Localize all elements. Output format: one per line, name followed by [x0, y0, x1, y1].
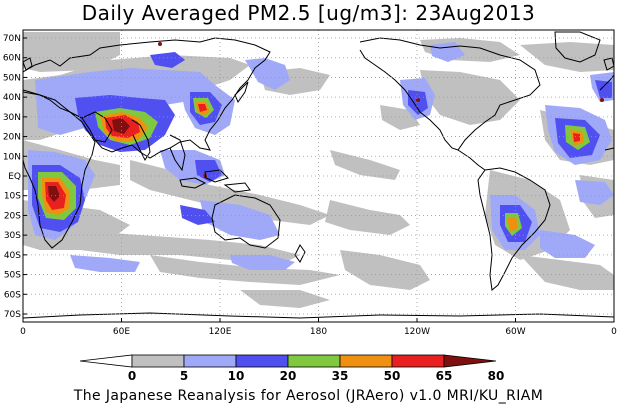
colorbar-label: 0: [128, 369, 136, 383]
lon-label: 60E: [113, 327, 130, 337]
credit-line: The Japanese Reanalysis for Aerosol (JRA…: [73, 388, 544, 404]
colorbar-label: 10: [228, 369, 245, 383]
lat-label: 50S: [4, 271, 21, 281]
lat-label: 70N: [3, 34, 21, 44]
lon-label: 180: [310, 327, 327, 337]
lat-label: 60S: [4, 290, 21, 300]
lat-label: 40S: [4, 251, 21, 261]
colorbar-label: 20: [280, 369, 297, 383]
longitude-labels: 0 60E 120E 180 120W 60W 0: [20, 318, 617, 337]
colorbar-segment: [443, 354, 497, 368]
colorbar-labels: 0 5 10 20 35 50 65 80: [128, 369, 505, 383]
colorbar-segment: [339, 354, 393, 368]
colorbar-segment: [287, 354, 341, 368]
colorbar-segment: [391, 354, 445, 368]
graticule: [23, 30, 614, 322]
lon-label: 120W: [404, 327, 430, 337]
lon-label: 60W: [505, 327, 525, 337]
lat-label: EQ: [8, 172, 21, 182]
lat-label: 10N: [3, 152, 21, 162]
coastlines: [23, 31, 614, 319]
latitude-labels: 70N 60N 50N 40N 30N 20N 10N EQ 10S 20S 30S 40S 50S 60…: [3, 34, 27, 320]
lon-label: 0: [20, 327, 26, 337]
colorbar-segment: [183, 354, 237, 368]
map-title: Daily Averaged PM2.5 [ug/m3]: 23Aug2013: [81, 1, 536, 25]
lon-label: 0: [611, 327, 617, 337]
colorbar-label: 65: [436, 369, 453, 383]
colorbar-segment: [131, 354, 185, 368]
colorbar-label: 35: [332, 369, 349, 383]
pm25-band-80-plus: [48, 42, 604, 202]
lat-label: 40N: [3, 93, 21, 103]
lat-label: 20S: [4, 211, 21, 221]
colorbar-label: 80: [488, 369, 505, 383]
colorbar-label: 5: [180, 369, 188, 383]
lat-label: 20N: [3, 133, 21, 143]
lat-label: 70S: [4, 310, 21, 320]
lat-label: 50N: [3, 73, 21, 83]
lat-label: 30N: [3, 113, 21, 123]
colorbar-segment: [235, 354, 289, 368]
lat-label: 30S: [4, 231, 21, 241]
colorbar-segment: [79, 354, 133, 368]
lat-label: 10S: [4, 192, 21, 202]
lon-label: 120E: [209, 327, 232, 337]
lat-label: 60N: [3, 54, 21, 64]
pm25-field: [23, 32, 614, 308]
colorbar: [79, 354, 497, 368]
colorbar-label: 50: [384, 369, 401, 383]
